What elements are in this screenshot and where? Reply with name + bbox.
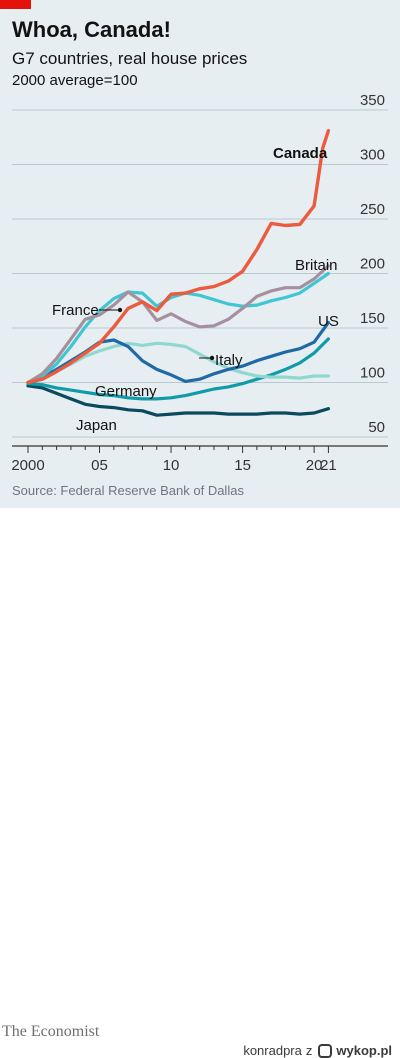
series-label-us: US xyxy=(318,313,339,330)
chart-card: Whoa, Canada! G7 countries, real house p… xyxy=(0,0,400,508)
series-label-italy: Italy xyxy=(215,352,243,369)
brand-red-tag xyxy=(0,0,31,9)
chart-subtitle: G7 countries, real house prices xyxy=(12,49,248,68)
wykop-logo-icon xyxy=(318,1043,333,1058)
credit-site[interactable]: wykop.pl xyxy=(336,1043,392,1058)
y-tick-label-100: 100 xyxy=(360,365,385,382)
y-tick-label-350: 350 xyxy=(360,92,385,109)
series-line-britain xyxy=(26,264,330,385)
source-note: Source: Federal Reserve Bank of Dallas xyxy=(12,483,244,498)
series-line-italy xyxy=(26,341,330,385)
label-layer: Canada Britain France US Italy Germany Japan xyxy=(52,145,339,434)
chart-title: Whoa, Canada! xyxy=(12,17,171,42)
series-line-germany xyxy=(26,337,330,401)
series-line-canada xyxy=(26,129,331,385)
x-tick-label-2021: 21 xyxy=(320,457,337,474)
y-tick-label-300: 300 xyxy=(360,147,385,164)
grid-layer xyxy=(12,109,388,438)
x-tick-label-2005: 05 xyxy=(91,457,108,474)
series-label-japan: Japan xyxy=(76,417,117,434)
series-line-japan xyxy=(26,384,330,417)
series-label-france: France xyxy=(52,302,99,319)
y-tick-label-250: 250 xyxy=(360,201,385,218)
series-label-britain: Britain xyxy=(295,257,338,274)
y-tick-label-150: 150 xyxy=(360,310,385,327)
x-tick-label-2000: 2000 xyxy=(11,457,44,474)
brand-name: The Economist xyxy=(2,1023,100,1040)
credit-user[interactable]: konradpra xyxy=(243,1043,302,1058)
series-line-us xyxy=(26,321,330,385)
label-dot-france xyxy=(117,307,123,313)
y-tick-label-50: 50 xyxy=(368,419,385,436)
x-tick-label-2015: 15 xyxy=(234,457,251,474)
footer: The Economist konradpra z wykop.pl xyxy=(0,508,400,1058)
chart-index-note: 2000 average=100 xyxy=(12,72,138,89)
x-tick-label-2010: 10 xyxy=(163,457,180,474)
label-dot-italy xyxy=(209,355,215,361)
y-tick-label-200: 200 xyxy=(360,256,385,273)
x-tick-label-2020: 20 xyxy=(306,457,323,474)
series-label-germany: Germany xyxy=(95,383,157,400)
credit-line: konradpra z wykop.pl xyxy=(243,1043,392,1058)
credit-separator: z xyxy=(305,1043,313,1058)
series-layer xyxy=(26,129,331,417)
series-label-canada: Canada xyxy=(273,145,328,162)
